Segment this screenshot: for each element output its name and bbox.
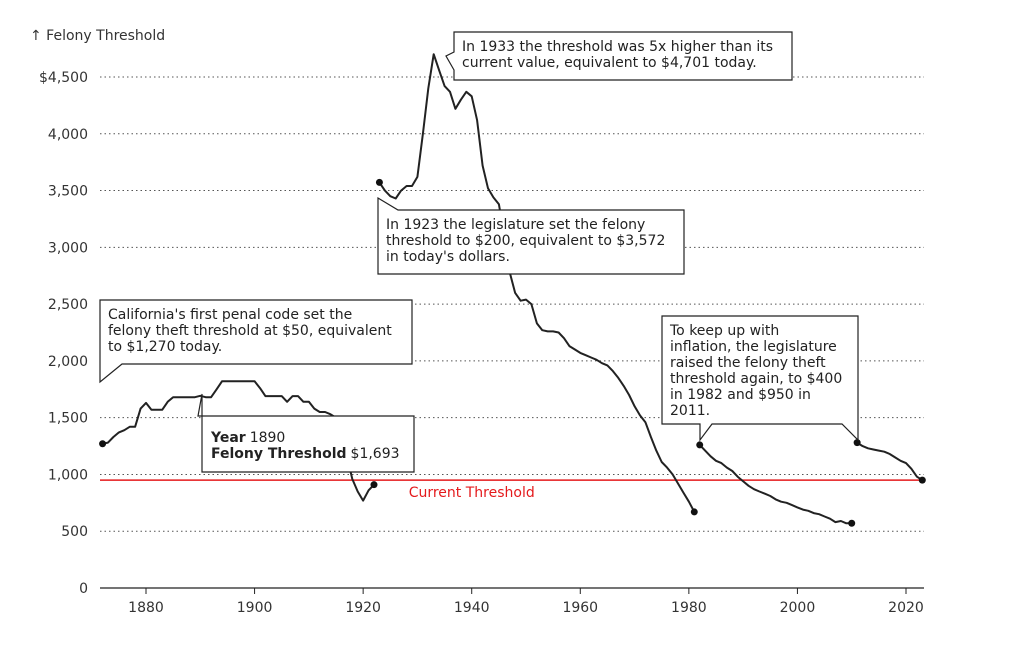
x-tick-label: 2020 — [888, 600, 924, 616]
current-threshold-label: Current Threshold — [409, 485, 535, 501]
annotation-line: felony theft threshold at $50, equivalen… — [108, 323, 392, 339]
series-endpoint — [853, 439, 861, 447]
x-tick-label: 1920 — [345, 600, 381, 616]
series-lines — [102, 53, 923, 525]
y-tick-label: 500 — [61, 524, 88, 540]
x-tick-label: 1940 — [454, 600, 490, 616]
series-line-3 — [698, 444, 852, 525]
series-endpoint — [696, 441, 704, 449]
y-tick-label: 1,000 — [48, 467, 88, 483]
annotation-box — [377, 196, 685, 275]
series-endpoint — [848, 519, 856, 527]
series-line-2 — [378, 53, 696, 513]
annotation-line: in today's dollars. — [386, 249, 510, 265]
series-line-1 — [102, 380, 375, 502]
x-tick-label: 1960 — [562, 600, 598, 616]
series-endpoint — [690, 508, 698, 516]
annotation-callout: In 1923 the legislature set the felonyth… — [377, 196, 685, 275]
y-tick-label: 2,500 — [48, 297, 88, 313]
annotation-box — [661, 315, 859, 442]
y-tick-label: 1,500 — [48, 411, 88, 427]
annotation-line: threshold again, to $400 — [670, 371, 842, 387]
tooltip-threshold: Felony Threshold $1,693 — [211, 446, 400, 462]
x-tick-label: 1880 — [128, 600, 164, 616]
series-endpoint — [918, 476, 926, 484]
y-axis-label: ↑ Felony Threshold — [30, 28, 165, 44]
x-tick-label: 1900 — [237, 600, 273, 616]
annotation-line: to $1,270 today. — [108, 339, 222, 355]
annotation-line: 2011. — [670, 403, 710, 419]
annotations: California's first penal code set thefel… — [99, 31, 859, 442]
series-endpoint — [375, 178, 383, 186]
annotation-callout: California's first penal code set thefel… — [99, 299, 413, 384]
annotation-line: In 1923 the legislature set the felony — [386, 217, 645, 233]
y-tick-labels: 0 500 1,000 1,500 2,000 2,500 3,000 3,500 4,000 $… — [39, 70, 88, 597]
y-tick-label: 3,000 — [48, 240, 88, 256]
y-tick-label: 0 — [79, 581, 88, 597]
annotation-box — [99, 299, 413, 384]
annotation-line: To keep up with — [669, 323, 779, 339]
annotation-line: threshold to $200, equivalent to $3,572 — [386, 233, 665, 249]
tooltip-threshold-label: Felony Threshold — [211, 446, 347, 462]
tooltip-box — [197, 393, 415, 473]
series-endpoint — [99, 440, 107, 448]
series-endpoint — [370, 481, 378, 489]
y-tick-label: 4,000 — [48, 127, 88, 143]
annotation-line: current value, equivalent to $4,701 toda… — [462, 55, 757, 71]
annotation-line: In 1933 the threshold was 5x higher than… — [462, 39, 773, 55]
annotation-line: California's first penal code set the — [108, 307, 352, 323]
x-tick-label: 2000 — [780, 600, 816, 616]
tooltip-year-label: Year — [210, 430, 246, 446]
y-tick-label: $4,500 — [39, 70, 88, 86]
tooltip-year: Year 1890 — [210, 430, 285, 446]
x-axis: 1880 1900 1920 1940 1960 1980 2000 2020 — [100, 587, 924, 616]
annotation-line: in 1982 and $950 in — [670, 387, 811, 403]
y-tick-label: 2,000 — [48, 354, 88, 370]
tooltip-threshold-value: $1,693 — [351, 446, 400, 462]
annotation-callout: In 1933 the threshold was 5x higher than… — [445, 31, 793, 81]
x-tick-label: 1980 — [671, 600, 707, 616]
series-endpoints — [99, 178, 926, 527]
annotation-line: inflation, the legislature — [670, 339, 837, 355]
annotation-line: raised the felony theft — [670, 355, 826, 371]
series-line-4 — [856, 441, 923, 481]
annotation-box — [445, 31, 793, 81]
tooltip-year-value: 1890 — [250, 430, 286, 446]
current-threshold: Current Threshold — [100, 479, 924, 501]
y-tick-label: 3,500 — [48, 184, 88, 200]
